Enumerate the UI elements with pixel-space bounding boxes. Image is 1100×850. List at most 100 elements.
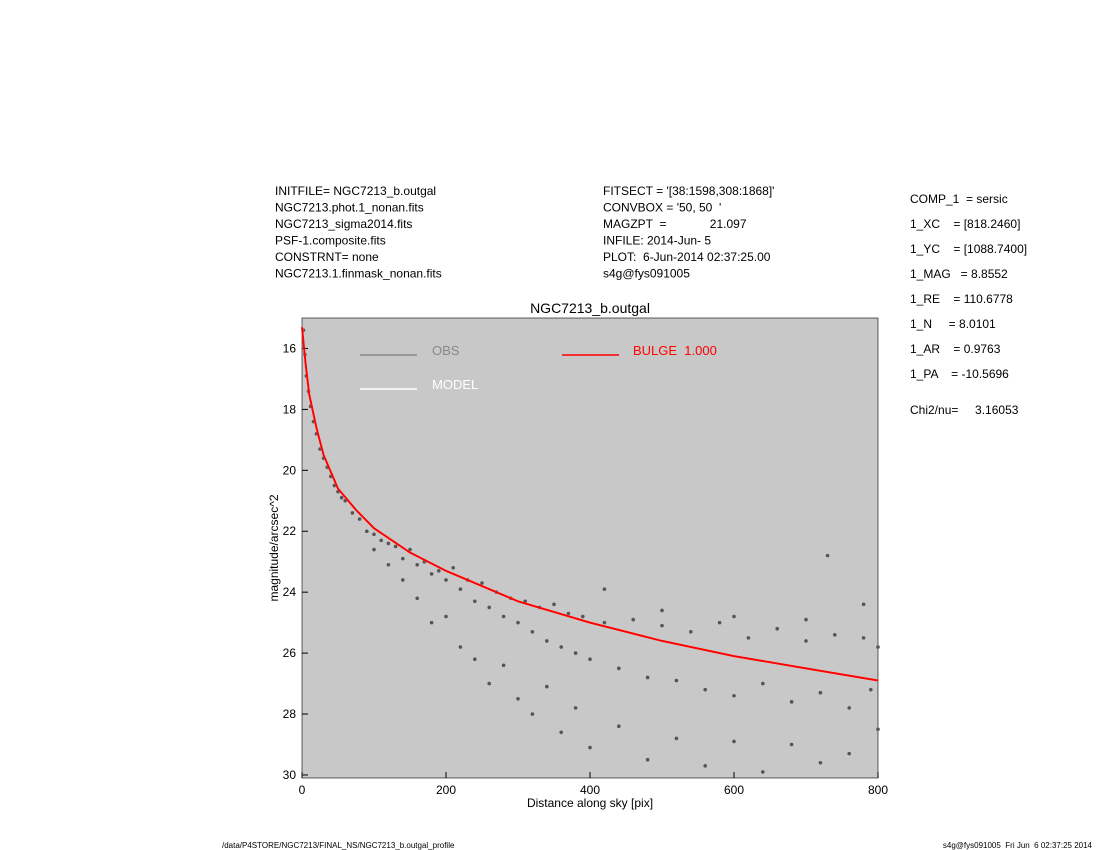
data-point [408, 547, 412, 552]
header-line: MAGZPT = 21.097 [603, 217, 747, 231]
header-line: INFILE: 2014-Jun- 5 [603, 234, 711, 248]
data-point [487, 681, 492, 686]
data-point [746, 636, 751, 640]
footer-path: /data/P4STORE/NGC7213/FINAL_NS/NGC7213_b… [222, 841, 455, 850]
data-point [588, 745, 592, 750]
data-point [386, 541, 391, 546]
data-point [573, 651, 578, 655]
data-point [379, 538, 384, 543]
data-point [861, 602, 866, 607]
fit-parameter: 1_YC = [1088.7400] [910, 242, 1027, 256]
data-point [645, 675, 650, 680]
data-point [631, 617, 635, 622]
data-point [732, 614, 736, 619]
data-point [480, 581, 484, 585]
y-tick-label: 22 [283, 524, 297, 538]
data-point [501, 663, 506, 668]
data-point [437, 569, 441, 573]
data-point [660, 608, 664, 613]
legend-label: MODEL [432, 377, 478, 392]
header-line: NGC7213.phot.1_nonan.fits [275, 201, 424, 215]
data-point [573, 706, 578, 710]
data-point [732, 739, 736, 744]
header-line: PLOT: 6-Jun-2014 02:37:25.00 [603, 250, 771, 264]
x-tick-label: 0 [299, 783, 306, 797]
data-point [429, 620, 434, 625]
chart-title: NGC7213_b.outgal [530, 300, 650, 316]
data-point [393, 544, 398, 549]
data-point [365, 529, 369, 534]
data-point [617, 724, 621, 729]
data-point [775, 626, 779, 631]
header-line: s4g@fys091005 [603, 267, 690, 281]
data-point [645, 757, 650, 762]
y-tick-label: 26 [283, 646, 297, 660]
data-point [559, 730, 563, 735]
data-point [552, 602, 556, 607]
model-line [301, 327, 879, 682]
data-point [847, 751, 851, 756]
data-point [415, 562, 420, 567]
data-point [818, 690, 823, 695]
data-point [581, 614, 585, 619]
data-point [357, 517, 362, 521]
y-tick-label: 28 [283, 707, 297, 721]
data-point [545, 684, 549, 689]
y-axis-label: magnitude/arcsec^2 [267, 494, 281, 601]
data-point [516, 620, 520, 625]
data-point [372, 547, 376, 552]
legend-label: BULGE 1.000 [633, 343, 717, 358]
data-point [602, 620, 607, 625]
data-point [339, 495, 344, 500]
data-point [689, 629, 693, 634]
fit-parameter: 1_MAG = 8.8552 [910, 267, 1008, 281]
header-line: PSF-1.composite.fits [275, 234, 386, 248]
data-point [732, 693, 736, 698]
x-axis-label: Distance along sky [pix] [527, 796, 653, 810]
data-point [566, 611, 571, 616]
x-tick-label: 400 [580, 783, 600, 797]
data-point [818, 760, 823, 765]
fit-parameter: Chi2/nu= 3.16053 [910, 403, 1019, 417]
data-point [386, 562, 391, 567]
data-point [444, 614, 448, 619]
data-point [869, 687, 873, 692]
data-point [674, 736, 679, 741]
data-point [825, 553, 830, 558]
footer-stamp: s4g@fys091005 Fri Jun 6 02:37:25 2014 [943, 841, 1093, 850]
data-point [487, 605, 492, 610]
data-point [451, 566, 456, 570]
fit-parameter: 1_N = 8.0101 [910, 317, 996, 331]
data-point [372, 532, 376, 537]
data-point [458, 645, 463, 649]
x-tick-label: 600 [724, 783, 744, 797]
data-point [861, 636, 866, 640]
fit-parameter: 1_PA = -10.5696 [910, 367, 1009, 381]
data-point [473, 657, 477, 661]
data-point [847, 706, 851, 710]
fit-parameter: 1_RE = 110.6778 [910, 292, 1013, 306]
y-tick-label: 18 [283, 402, 297, 416]
data-point [804, 639, 808, 643]
data-point [761, 681, 765, 686]
data-point [717, 620, 722, 625]
header-line: FITSECT = '[38:1598,308:1868]' [603, 184, 774, 198]
data-point [444, 578, 448, 582]
data-point [602, 587, 607, 591]
data-point [789, 700, 794, 704]
data-point [501, 614, 506, 619]
data-point [588, 657, 592, 661]
data-point [876, 645, 880, 649]
x-tick-label: 200 [436, 783, 456, 797]
data-point [789, 742, 794, 747]
header-line: INITFILE= NGC7213_b.outgal [275, 184, 436, 198]
y-tick-label: 30 [283, 768, 297, 782]
y-tick-label: 20 [283, 463, 297, 477]
data-point [401, 556, 405, 561]
data-point [401, 578, 405, 582]
x-tick-label: 800 [868, 783, 888, 797]
data-point [674, 678, 679, 683]
data-point [545, 639, 549, 643]
data-point [350, 511, 355, 515]
